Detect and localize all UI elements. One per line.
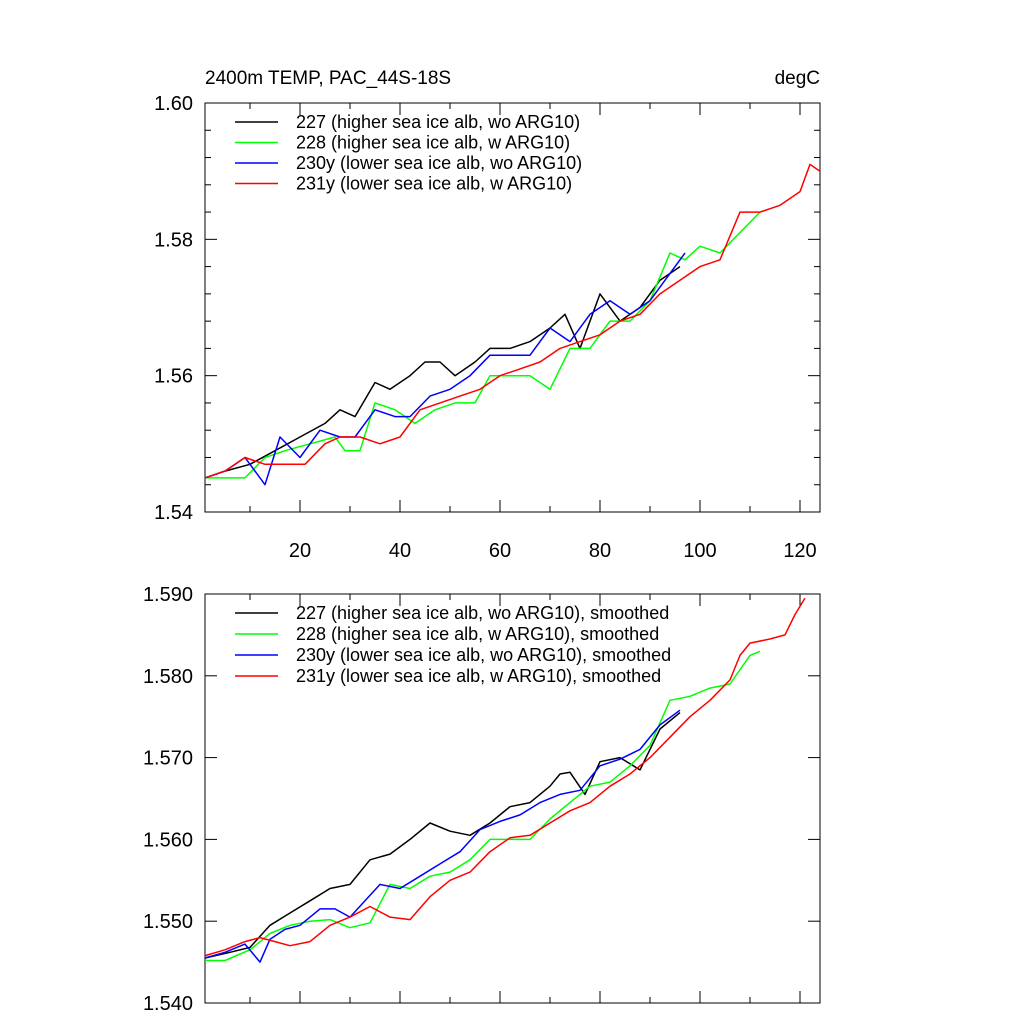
x-tick-label: 120 (783, 540, 816, 562)
legend-label-s230y: 230y (lower sea ice alb, wo ARG10) (296, 153, 582, 173)
y-tick-label: 1.56 (154, 366, 193, 388)
x-tick-label: 20 (289, 540, 311, 562)
series-line-s231y (204, 597, 806, 957)
plot-frame (204, 593, 821, 1004)
legend-label-s228: 228 (higher sea ice alb, w ARG10) (296, 133, 570, 153)
y-tick-label: 1.560 (143, 829, 193, 851)
legend-label-s231y: 231y (lower sea ice alb, w ARG10), smoot… (296, 666, 661, 686)
series-line-s227 (204, 265, 681, 479)
x-tick-label: 60 (489, 540, 511, 562)
x-tick-label: 100 (683, 540, 716, 562)
series-line-s228 (205, 211, 761, 479)
series-line-s227 (204, 712, 681, 959)
legend-label-s231y: 231y (lower sea ice alb, w ARG10) (296, 174, 572, 194)
series-line-s230y (204, 252, 686, 486)
top-chart: 20 40 60 80 100 120 1.54 1.56 1.58 1.60 227 (highe… (154, 93, 821, 562)
x-tick-label: 80 (589, 540, 611, 562)
legend-label-s227: 227 (higher sea ice alb, wo ARG10) (296, 112, 580, 132)
y-tick-label: 1.60 (154, 93, 193, 115)
bottom-chart: 1.540 1.550 1.560 1.570 1.580 1.590 227 (highe… (143, 584, 821, 1015)
legend-label-s228: 228 (higher sea ice alb, w ARG10), smoot… (296, 624, 659, 644)
plot-frame (204, 102, 821, 513)
legend-label-s230y: 230y (lower sea ice alb, wo ARG10), smoo… (296, 645, 671, 665)
y-tick-label: 1.580 (143, 666, 193, 688)
y-tick-label: 1.550 (143, 911, 193, 933)
y-tick-label: 1.570 (143, 748, 193, 770)
y-tick-label: 1.540 (143, 993, 193, 1015)
y-tick-label: 1.590 (143, 584, 193, 606)
x-tick-label: 40 (389, 540, 411, 562)
chart-units: degC (775, 68, 820, 89)
series-line-s230y (204, 709, 681, 963)
chart-title: 2400m TEMP, PAC_44S-18S (205, 68, 451, 89)
series-line-s231y (204, 163, 821, 479)
y-tick-label: 1.58 (154, 229, 193, 251)
legend-label-s227: 227 (higher sea ice alb, wo ARG10), smoo… (296, 603, 669, 623)
y-tick-label: 1.54 (154, 502, 193, 524)
